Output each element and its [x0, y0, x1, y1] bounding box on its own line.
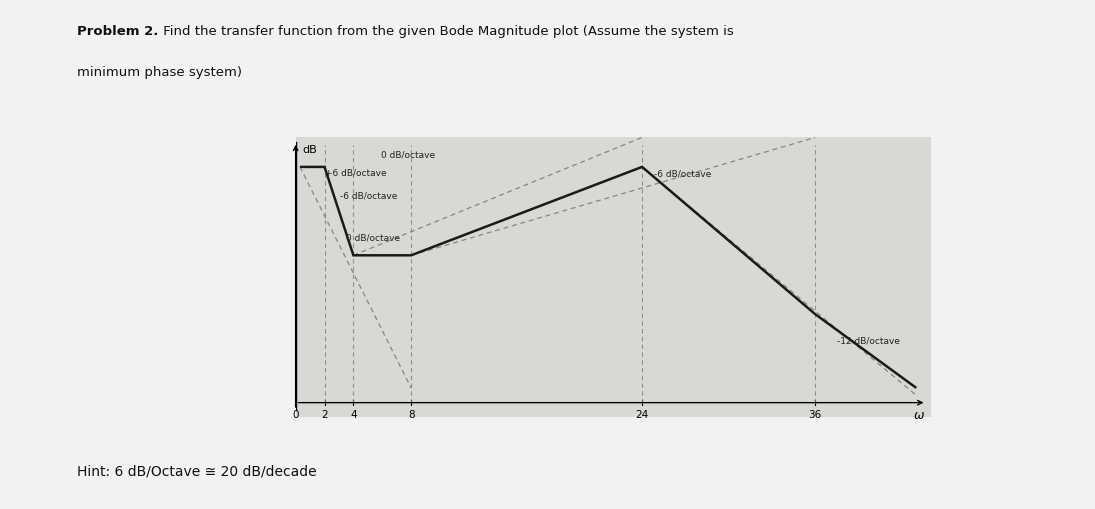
Text: minimum phase system): minimum phase system) [77, 66, 242, 79]
Text: 24: 24 [635, 410, 648, 420]
Text: 0: 0 [292, 410, 299, 420]
Text: 0 dB/octave: 0 dB/octave [346, 233, 401, 242]
Text: -6 dB/octave: -6 dB/octave [654, 170, 711, 179]
Text: ω: ω [914, 409, 924, 421]
Text: 0 dB/octave: 0 dB/octave [381, 151, 436, 160]
Text: -12 dB/octave: -12 dB/octave [837, 336, 900, 345]
Text: 2: 2 [321, 410, 327, 420]
Text: 36: 36 [808, 410, 822, 420]
Text: Problem 2.: Problem 2. [77, 25, 158, 39]
Text: dB: dB [303, 145, 318, 155]
Text: 4: 4 [350, 410, 357, 420]
Text: -6 dB/octave: -6 dB/octave [341, 192, 397, 201]
Text: Hint: 6 dB/Octave ≅ 20 dB/decade: Hint: 6 dB/Octave ≅ 20 dB/decade [77, 464, 316, 478]
Text: +6 dB/octave: +6 dB/octave [325, 168, 387, 177]
Text: Find the transfer function from the given Bode Magnitude plot (Assume the system: Find the transfer function from the give… [159, 25, 734, 39]
Text: 8: 8 [407, 410, 414, 420]
